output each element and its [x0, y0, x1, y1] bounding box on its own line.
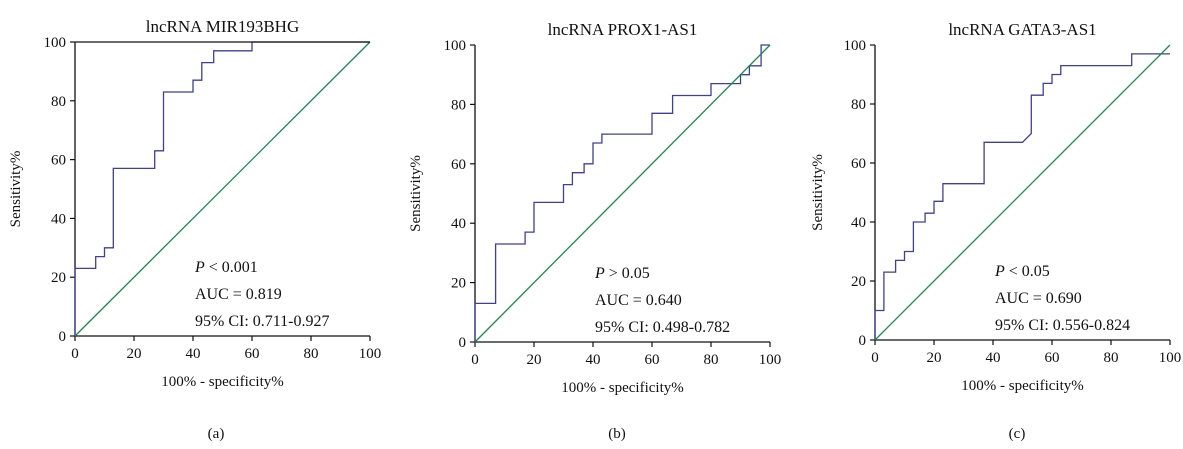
p-value-annotation: P < 0.05 — [994, 263, 1050, 280]
y-tick-label: 60 — [451, 157, 466, 173]
y-axis-label: Sensitivity% — [8, 151, 24, 228]
x-axis-label: 100% - specificity% — [961, 378, 1083, 394]
chart-title: lncRNA MIR193BHG — [146, 17, 299, 36]
x-axis-label: 100% - specificity% — [561, 380, 683, 396]
y-axis-label: Sensitivity% — [408, 155, 424, 232]
y-tick-label: 40 — [851, 215, 866, 231]
y-tick-label: 40 — [51, 211, 66, 227]
p-value-annotation: P > 0.05 — [594, 265, 650, 282]
x-tick-label: 80 — [1104, 350, 1119, 366]
chart-title: lncRNA PROX1-AS1 — [548, 20, 698, 39]
x-tick-label: 100 — [359, 346, 382, 362]
y-tick-label: 40 — [451, 216, 466, 232]
x-axis-label: 100% - specificity% — [161, 374, 283, 390]
reference-diagonal — [74, 41, 371, 337]
p-value: < 0.05 — [1005, 263, 1050, 280]
p-symbol: P — [994, 263, 1005, 280]
y-axis-label: Sensitivity% — [810, 154, 826, 231]
x-tick-label: 100 — [1159, 350, 1182, 366]
ci-annotation: 95% CI: 0.711-0.927 — [195, 313, 330, 330]
ci-annotation: 95% CI: 0.556-0.824 — [995, 317, 1130, 334]
y-tick-label: 0 — [59, 329, 67, 345]
auc-annotation: AUC = 0.819 — [195, 286, 282, 303]
y-tick-label: 100 — [844, 38, 867, 54]
y-tick-label: 80 — [851, 97, 866, 113]
x-tick-label: 60 — [1045, 350, 1060, 366]
y-tick-label: 20 — [451, 276, 466, 292]
auc-annotation: AUC = 0.640 — [595, 292, 682, 309]
y-tick-label: 20 — [51, 270, 66, 286]
x-tick-label: 60 — [645, 352, 660, 368]
y-tick-label: 20 — [851, 274, 866, 290]
y-tick-label: 60 — [51, 153, 66, 169]
x-tick-label: 100 — [759, 352, 782, 368]
roc-curve — [474, 44, 770, 342]
p-value: < 0.001 — [205, 259, 258, 276]
y-tick-label: 0 — [859, 333, 867, 349]
y-tick-label: 60 — [851, 156, 866, 172]
ci-annotation: 95% CI: 0.498-0.782 — [595, 319, 730, 336]
y-tick-label: 100 — [444, 38, 467, 54]
x-tick-label: 20 — [927, 350, 942, 366]
y-tick-label: 0 — [459, 335, 467, 351]
panel-label: (c) — [1009, 426, 1026, 442]
x-tick-label: 0 — [871, 350, 879, 366]
x-tick-label: 40 — [186, 346, 201, 362]
x-tick-label: 20 — [527, 352, 542, 368]
panel-label: (a) — [208, 426, 225, 442]
y-tick-label: 80 — [51, 94, 66, 110]
reference-diagonal — [874, 44, 1171, 341]
roc-curve — [74, 41, 370, 336]
p-value-annotation: P < 0.001 — [194, 259, 258, 276]
roc-panel-a: 0 20 40 60 80 100 0 20 40 60 80 100 lncRNA MIR193BHG… — [8, 17, 381, 442]
panel-label: (b) — [608, 426, 626, 442]
auc-annotation: AUC = 0.690 — [995, 290, 1082, 307]
x-tick-label: 0 — [71, 346, 79, 362]
chart-title: lncRNA GATA3-AS1 — [948, 20, 1096, 39]
x-tick-label: 80 — [704, 352, 719, 368]
roc-curve — [874, 53, 1170, 340]
p-value: > 0.05 — [605, 265, 650, 282]
x-tick-label: 20 — [127, 346, 142, 362]
x-tick-label: 40 — [586, 352, 601, 368]
x-tick-label: 0 — [471, 352, 479, 368]
roc-panel-b: 0 20 40 60 80 100 0 20 40 60 80 100 lncRNA PROX1-AS1… — [408, 20, 781, 442]
y-tick-label: 100 — [44, 35, 67, 51]
p-symbol: P — [594, 265, 605, 282]
x-tick-label: 40 — [986, 350, 1001, 366]
p-symbol: P — [194, 259, 205, 276]
roc-panel-c: 0 20 40 60 80 100 0 20 40 60 80 100 lncRNA GATA3-AS1… — [810, 20, 1181, 442]
x-tick-label: 80 — [304, 346, 319, 362]
reference-diagonal — [474, 44, 771, 343]
y-tick-label: 80 — [451, 97, 466, 113]
x-tick-label: 60 — [245, 346, 260, 362]
